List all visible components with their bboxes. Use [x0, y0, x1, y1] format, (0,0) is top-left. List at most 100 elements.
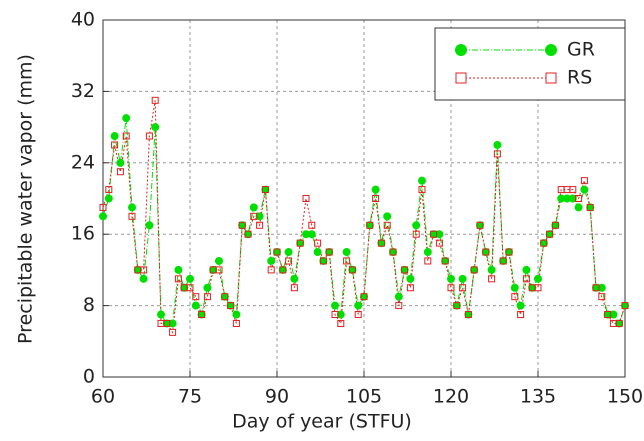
legend-marker — [455, 44, 467, 56]
point — [551, 221, 560, 230]
point — [105, 186, 113, 194]
point — [598, 293, 606, 301]
point — [563, 194, 571, 203]
point — [249, 203, 258, 212]
point — [377, 239, 385, 247]
point — [151, 123, 160, 132]
point — [308, 221, 316, 229]
point — [290, 274, 299, 283]
point — [511, 293, 519, 301]
legend-marker — [545, 72, 557, 84]
point — [238, 221, 246, 229]
point — [99, 212, 107, 221]
point — [140, 266, 148, 274]
point — [157, 310, 165, 319]
point — [400, 265, 409, 274]
point — [539, 239, 548, 248]
point — [580, 177, 588, 185]
point — [116, 168, 124, 176]
point — [128, 203, 136, 212]
point — [337, 319, 345, 327]
point — [418, 186, 426, 194]
point — [203, 283, 212, 292]
point — [603, 310, 612, 319]
point — [336, 310, 345, 319]
point — [313, 248, 322, 257]
point — [423, 248, 432, 257]
point — [487, 265, 496, 274]
point — [279, 266, 287, 274]
point — [401, 266, 409, 274]
point — [261, 186, 269, 194]
point — [174, 275, 182, 283]
point — [307, 230, 316, 239]
point — [360, 292, 368, 301]
point — [464, 310, 473, 319]
point — [278, 265, 287, 274]
point — [198, 311, 206, 319]
point — [424, 257, 432, 265]
point — [255, 212, 264, 221]
point — [621, 302, 629, 310]
point — [302, 195, 310, 202]
point — [110, 132, 119, 141]
point — [429, 230, 438, 239]
point — [325, 248, 333, 256]
point — [534, 284, 542, 292]
point — [342, 248, 351, 257]
point — [215, 256, 223, 265]
point — [197, 310, 206, 319]
point — [319, 256, 328, 265]
point — [128, 212, 136, 220]
point — [284, 248, 293, 257]
point — [296, 239, 304, 247]
y-tick-label: 8 — [83, 294, 95, 316]
point — [226, 301, 235, 310]
point — [273, 248, 281, 256]
point — [319, 257, 327, 265]
point — [453, 302, 461, 310]
point — [522, 265, 531, 274]
point — [360, 293, 368, 301]
y-tick-label: 40 — [71, 9, 95, 31]
point — [348, 265, 357, 274]
point — [261, 185, 270, 194]
point — [546, 230, 554, 238]
point — [615, 319, 624, 328]
point — [151, 96, 159, 104]
point — [366, 221, 374, 229]
point — [371, 185, 380, 194]
point — [296, 239, 305, 248]
x-tick-label: 150 — [607, 386, 643, 408]
point — [505, 248, 513, 256]
point — [574, 203, 583, 212]
point — [383, 212, 392, 221]
point — [145, 221, 154, 230]
point — [499, 256, 508, 265]
point — [145, 132, 153, 140]
y-tick-label: 24 — [71, 151, 95, 173]
point — [220, 292, 229, 301]
point — [551, 221, 559, 229]
x-tick-label: 75 — [178, 386, 202, 408]
point — [510, 283, 519, 292]
x-tick-label: 60 — [91, 386, 115, 408]
point — [517, 311, 525, 319]
x-tick-label: 90 — [265, 386, 289, 408]
legend-label: GR — [567, 39, 595, 61]
point — [586, 203, 595, 212]
point — [122, 132, 130, 140]
point — [244, 230, 252, 239]
point — [256, 221, 264, 229]
point — [569, 186, 577, 194]
point — [412, 230, 420, 238]
point — [493, 150, 501, 158]
point — [568, 194, 577, 203]
point — [540, 239, 548, 247]
point — [488, 275, 496, 283]
point — [348, 266, 356, 274]
point — [139, 274, 148, 283]
point — [435, 239, 443, 247]
point — [227, 302, 235, 310]
